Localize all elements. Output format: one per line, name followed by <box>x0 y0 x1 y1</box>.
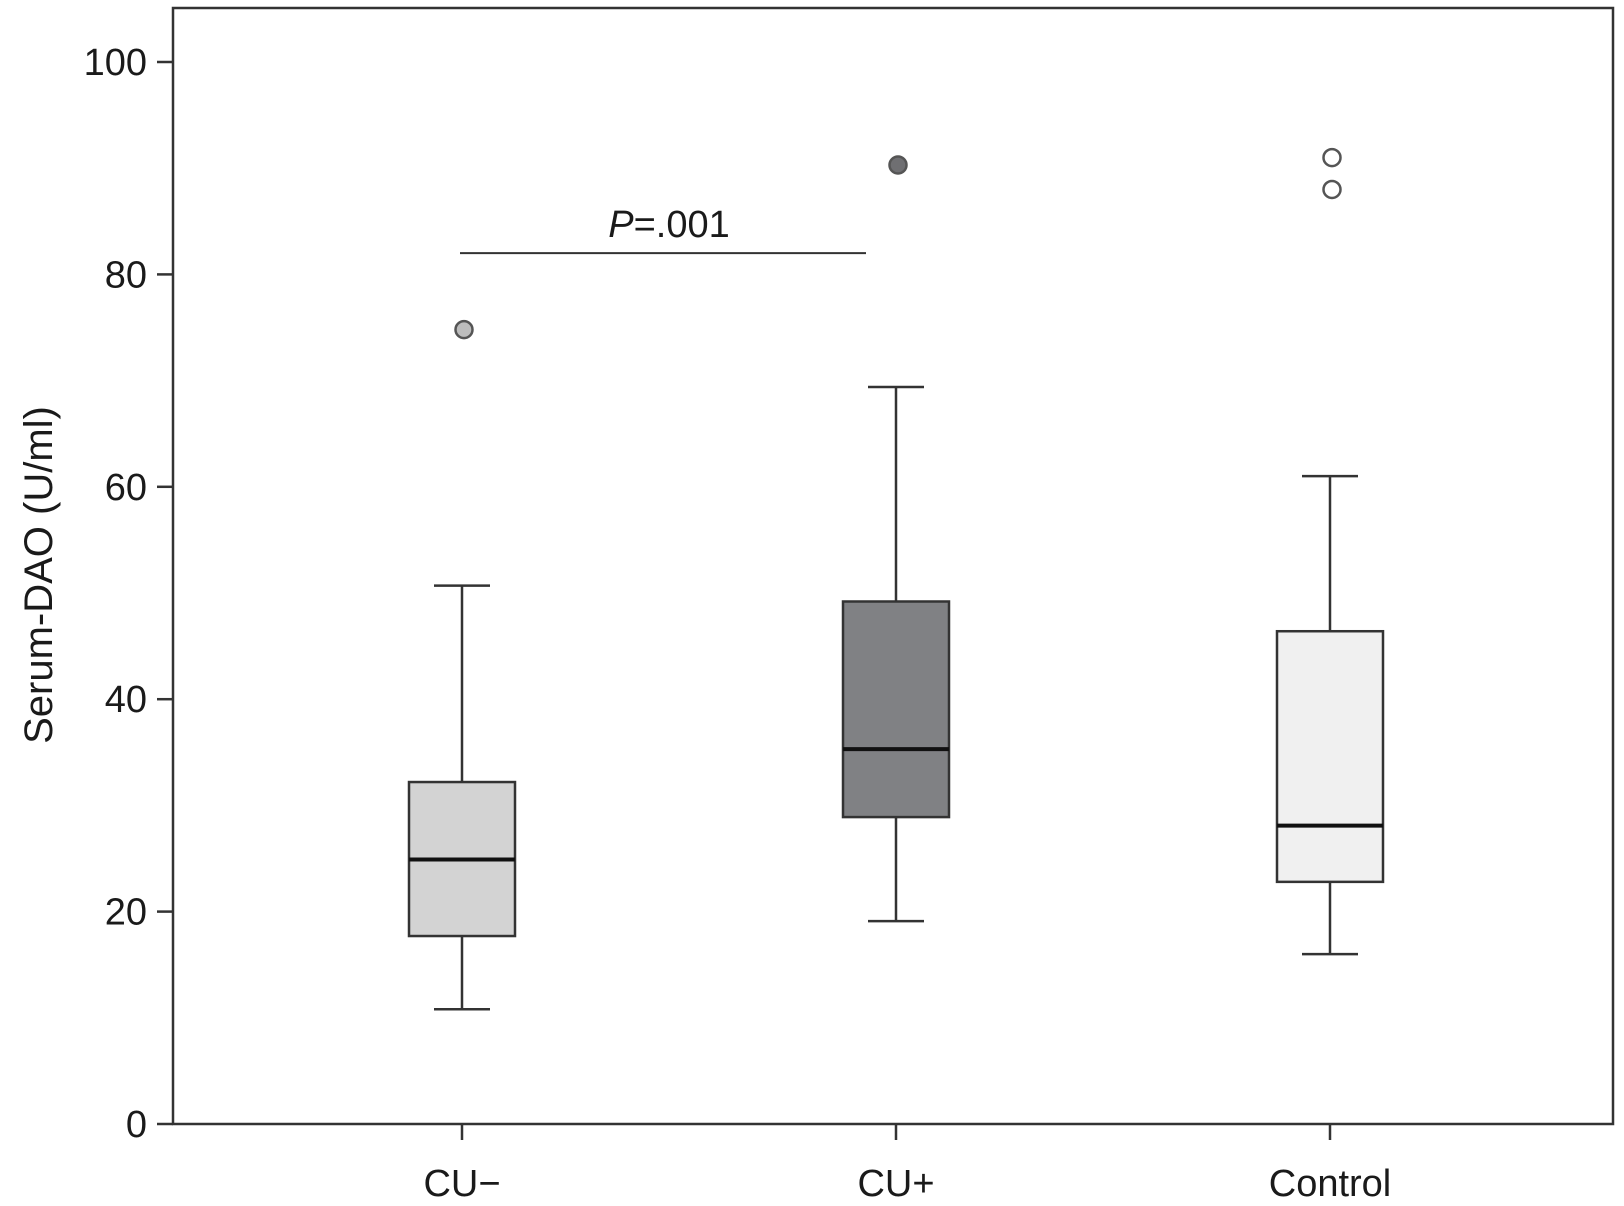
y-tick-label: 0 <box>126 1104 147 1146</box>
box-group <box>841 155 951 923</box>
box-group <box>407 319 517 1011</box>
p-symbol: P <box>608 204 634 246</box>
plot-border <box>171 6 1615 1126</box>
x-category-label: CU− <box>423 1163 500 1205</box>
iqr-box <box>1275 629 1385 884</box>
significance-annotation: P=.001 <box>460 204 866 255</box>
y-tick-label: 20 <box>105 892 147 934</box>
boxes <box>407 147 1385 1011</box>
p-value: =.001 <box>634 204 730 246</box>
x-category-label: CU+ <box>857 1163 934 1205</box>
outlier-point <box>1322 147 1342 168</box>
x-axis: CU− CU+ Control <box>423 1124 1391 1205</box>
y-axis: 0 20 40 60 80 100 <box>84 42 173 1146</box>
plot-frame <box>171 6 1615 1126</box>
y-tick-label: 80 <box>105 254 147 296</box>
y-tick-label: 60 <box>105 467 147 509</box>
y-axis-title: Serum-DAO (U/ml) <box>17 406 61 744</box>
outlier-point <box>454 319 474 340</box>
p-value-label: P=.001 <box>608 204 730 246</box>
y-tick-label: 100 <box>84 42 147 84</box>
box-group <box>1275 147 1385 956</box>
outlier-point <box>1322 179 1342 200</box>
y-tick-label: 40 <box>105 679 147 721</box>
iqr-box <box>841 600 951 819</box>
x-category-label: Control <box>1269 1163 1392 1205</box>
outlier-point <box>888 155 908 175</box>
